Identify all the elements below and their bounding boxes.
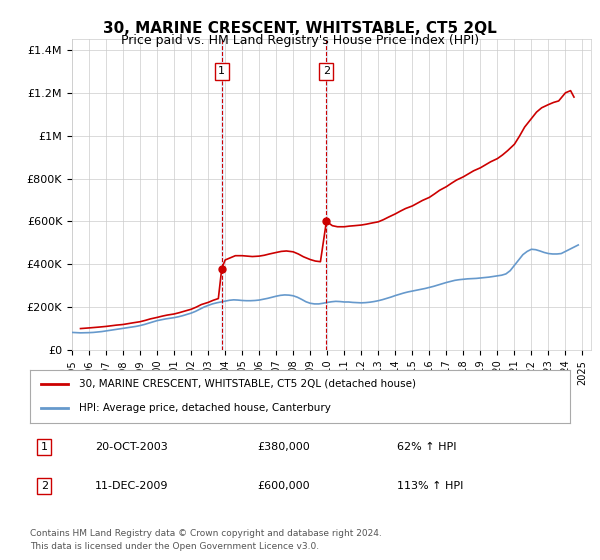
Text: 1: 1 <box>218 66 225 76</box>
Text: 2: 2 <box>41 481 48 491</box>
Text: This data is licensed under the Open Government Licence v3.0.: This data is licensed under the Open Gov… <box>30 542 319 551</box>
Text: Contains HM Land Registry data © Crown copyright and database right 2024.: Contains HM Land Registry data © Crown c… <box>30 529 382 538</box>
Text: Price paid vs. HM Land Registry's House Price Index (HPI): Price paid vs. HM Land Registry's House … <box>121 34 479 46</box>
Text: 11-DEC-2009: 11-DEC-2009 <box>95 481 168 491</box>
Text: 62% ↑ HPI: 62% ↑ HPI <box>397 442 457 452</box>
Text: 1: 1 <box>41 442 48 452</box>
Text: 113% ↑ HPI: 113% ↑ HPI <box>397 481 464 491</box>
Text: £380,000: £380,000 <box>257 442 310 452</box>
Bar <box>221 39 223 350</box>
Text: HPI: Average price, detached house, Canterbury: HPI: Average price, detached house, Cant… <box>79 403 331 413</box>
Text: 30, MARINE CRESCENT, WHITSTABLE, CT5 2QL: 30, MARINE CRESCENT, WHITSTABLE, CT5 2QL <box>103 21 497 36</box>
Bar <box>326 39 327 350</box>
Text: 2: 2 <box>323 66 330 76</box>
Text: 30, MARINE CRESCENT, WHITSTABLE, CT5 2QL (detached house): 30, MARINE CRESCENT, WHITSTABLE, CT5 2QL… <box>79 379 416 389</box>
Text: 20-OCT-2003: 20-OCT-2003 <box>95 442 167 452</box>
Text: £600,000: £600,000 <box>257 481 310 491</box>
